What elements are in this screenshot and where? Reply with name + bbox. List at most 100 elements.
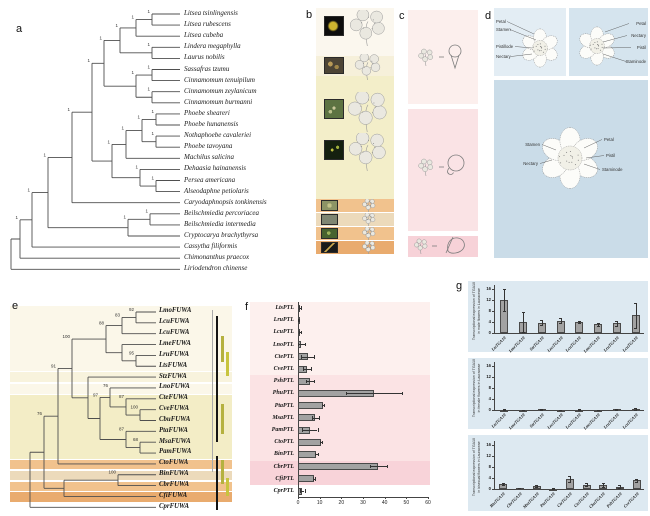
botanical-sketch: [362, 213, 376, 226]
bisexual-flower-diagram: Stamen Nectary Petal Pistil Staminode: [494, 80, 648, 258]
gene-label: CtePTL: [274, 353, 294, 360]
error-bar: [302, 368, 311, 370]
error-cap: [324, 403, 325, 408]
taxon-label: Litsea cubeba: [184, 31, 224, 40]
error-cap: [315, 477, 317, 481]
gene-label: MsaPTL: [272, 414, 294, 421]
error-cap: [298, 342, 299, 347]
error-bar: [298, 307, 301, 309]
error-cap: [502, 289, 506, 290]
y-tick-mark: [492, 289, 494, 290]
error-cap: [559, 409, 563, 411]
petal-label: Petal: [604, 137, 614, 142]
y-tick-label: 0: [488, 329, 491, 335]
gene-tip-label: CprFUWA: [159, 502, 190, 510]
error-bar: [579, 320, 580, 324]
taxon-label: Persea americana: [184, 175, 236, 184]
y-tick-mark: [492, 366, 494, 367]
error-cap: [319, 440, 321, 445]
gene-label: PshPTL: [273, 378, 294, 385]
error-bar: [598, 322, 599, 326]
node-support: 91: [51, 363, 57, 368]
error-cap: [634, 327, 638, 329]
taxon-label: Caryodaphnopsis tonkinensis: [184, 197, 267, 206]
gene-tip-label: CbrFUWA: [159, 481, 190, 488]
taxon-label: Litsea tsinlingensis: [184, 9, 238, 17]
specimen-photo: [321, 228, 338, 239]
error-cap: [302, 428, 304, 432]
bar: [298, 451, 317, 458]
botanical-sketch: [354, 54, 381, 80]
error-cap: [345, 391, 347, 396]
leader-line: [510, 53, 533, 57]
node-support: 1: [67, 107, 70, 112]
leader-line: [509, 29, 537, 41]
error-cap: [577, 320, 581, 322]
y-tick-label: 8: [488, 307, 491, 313]
error-cap: [502, 311, 506, 312]
node-support: 1: [151, 131, 154, 136]
error-cap: [635, 481, 638, 483]
error-cap: [618, 485, 622, 486]
x-tick-label: 50: [403, 500, 410, 506]
error-bar: [603, 482, 604, 488]
clade-band: [10, 306, 232, 371]
y-tick-label: 16: [486, 362, 491, 368]
bar: [298, 438, 321, 446]
error-cap: [304, 489, 306, 493]
flower-sketch-icon: [418, 158, 434, 177]
node-support: 87: [119, 394, 125, 399]
chart-band: [250, 375, 430, 461]
nectary-label: Nectary: [631, 33, 647, 38]
botanical-sketch: [349, 10, 385, 46]
error-cap: [559, 323, 563, 324]
error-cap: [596, 322, 600, 324]
botanical-sketch: [348, 133, 386, 171]
stamen-label: Stamen: [525, 142, 540, 147]
error-bar: [314, 454, 319, 455]
taxon-label: Phoebe tavoyana: [184, 142, 233, 151]
taxon-label: Liriodendron chinense: [184, 264, 248, 273]
y-tick-mark: [492, 399, 494, 400]
error-bar: [536, 485, 538, 488]
y-tick-label: 8: [488, 463, 491, 469]
flower-to-fruit-icon: [418, 154, 465, 177]
error-cap: [596, 325, 600, 327]
error-bar: [560, 317, 562, 324]
error-cap: [302, 367, 304, 371]
error-cap: [299, 318, 300, 323]
gene-label: PhuPTL: [272, 390, 294, 397]
clade-annotation-text-strip: [221, 404, 224, 434]
error-cap: [402, 391, 403, 396]
x-tick-mark: [363, 497, 364, 500]
y-axis-title: in bisexual flowers in Lauraceae: [476, 441, 481, 493]
leader-line: [583, 163, 601, 170]
y-tick-label: 16: [486, 441, 491, 447]
botanical-sketch: [362, 199, 376, 212]
node-support: 1: [131, 70, 134, 75]
node-support: 1: [135, 164, 138, 169]
fruit-berry-icon: [447, 154, 465, 175]
panel-letter-e: e: [12, 300, 19, 312]
leader-line: [539, 159, 553, 164]
x-tick-mark: [341, 497, 343, 500]
node-support: 97: [93, 392, 99, 397]
x-axis: [494, 489, 644, 490]
error-cap: [568, 481, 572, 483]
error-cap: [535, 485, 538, 487]
x-axis: [494, 333, 644, 334]
node-support: 68: [133, 437, 139, 442]
error-cap: [618, 488, 622, 490]
pistil-label: Pistil: [637, 45, 646, 50]
taxon-label: Beilschmiedia intermedia: [184, 219, 256, 228]
gene-tip-label: LruFUWA: [159, 350, 190, 358]
error-bar: [541, 319, 543, 326]
x-tick-mark: [384, 497, 386, 500]
taxon-label: Cinnamomum tenuipilum: [184, 75, 255, 84]
error-bar: [306, 380, 314, 382]
error-cap: [535, 487, 538, 488]
y-tick-mark: [492, 377, 494, 378]
y-axis: [494, 441, 495, 489]
gene-tip-label: BinFUWA: [159, 470, 189, 478]
